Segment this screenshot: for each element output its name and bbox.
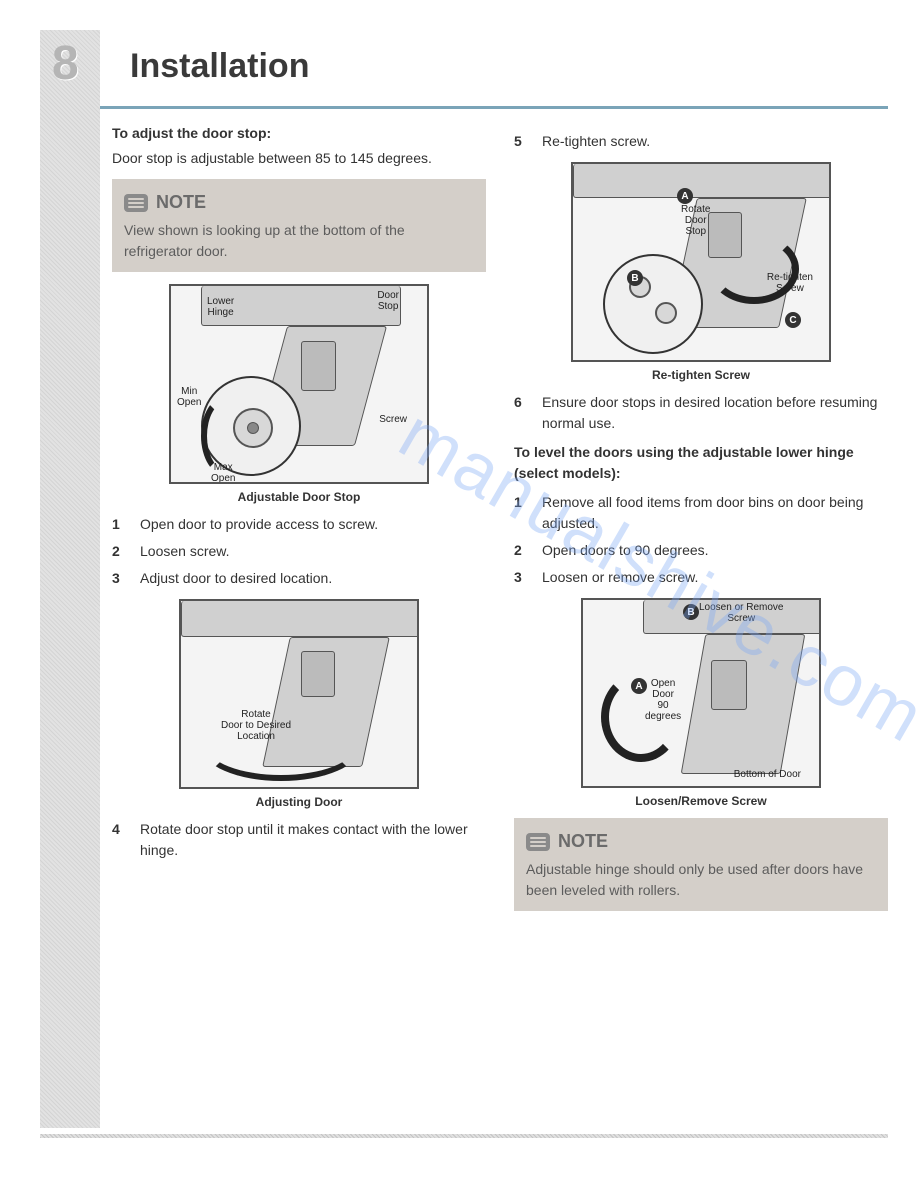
fig4-box: B A Loosen or RemoveScrew OpenDoor90degr… xyxy=(581,598,821,788)
page-title: Installation xyxy=(130,47,309,86)
left-margin-texture xyxy=(40,30,100,1128)
note-label: NOTE xyxy=(156,189,206,216)
manual-page: 8 Installation To adjust the door stop: … xyxy=(0,0,918,1188)
note-icon xyxy=(124,194,148,212)
content-columns: To adjust the door stop: Door stop is ad… xyxy=(112,123,888,923)
step-5: Re-tighten screw. xyxy=(514,131,888,152)
left-column: To adjust the door stop: Door stop is ad… xyxy=(112,123,486,923)
note-body-2: Adjustable hinge should only be used aft… xyxy=(526,859,876,901)
fig2-caption: Adjusting Door xyxy=(256,793,343,811)
step-6: Ensure door stops in desired location be… xyxy=(514,392,888,434)
step-1: Open door to provide access to screw. xyxy=(112,514,486,535)
page-header: 8 Installation xyxy=(40,30,888,102)
badge-c: C xyxy=(785,312,801,328)
steps-list-b: Remove all food items from door bins on … xyxy=(514,492,888,588)
lbl-max-open: MaxOpen xyxy=(211,462,235,484)
note-header-2: NOTE xyxy=(526,828,876,855)
lbl-bottom-door: Bottom of Door xyxy=(734,769,801,780)
adjust-door-heading: To adjust the door stop: xyxy=(112,123,486,144)
note-box-1: NOTE View shown is looking up at the bot… xyxy=(112,179,486,272)
lbl-retighten: Re-tightenScrew xyxy=(767,272,813,294)
adjust-door-intro: Door stop is adjustable between 85 to 14… xyxy=(112,148,486,169)
lbl-loosen: Loosen or RemoveScrew xyxy=(699,602,784,624)
lbl-lower-hinge: LowerHinge xyxy=(207,296,234,318)
lbl-min-open: MinOpen xyxy=(177,386,201,408)
title-rule xyxy=(40,106,888,109)
note-body-1: View shown is looking up at the bottom o… xyxy=(124,220,474,262)
figure-retighten-screw: A B C RotateDoorStop Re-tightenScrew Re-… xyxy=(514,162,888,384)
lbl-rotate-door: RotateDoor to DesiredLocation xyxy=(221,709,291,742)
lbl-open90: OpenDoor90degrees xyxy=(645,678,681,722)
steps-list-a2: Rotate door stop until it makes contact … xyxy=(112,819,486,861)
level-doors-heading: To level the doors using the adjustable … xyxy=(514,442,888,484)
figure-adjustable-door-stop: LowerHinge DoorStop MinOpen MaxOpen Scre… xyxy=(112,284,486,506)
fig3-caption: Re-tighten Screw xyxy=(652,366,750,384)
page-number: 8 xyxy=(52,36,79,91)
fig1-caption: Adjustable Door Stop xyxy=(238,488,361,506)
badge-b: B xyxy=(627,270,643,286)
figure-loosen-remove-screw: B A Loosen or RemoveScrew OpenDoor90degr… xyxy=(514,598,888,810)
steps-list-a4: Ensure door stops in desired location be… xyxy=(514,392,888,434)
badge-b4: B xyxy=(683,604,699,620)
step-2: Loosen screw. xyxy=(112,541,486,562)
badge-a: A xyxy=(677,188,693,204)
note-label-2: NOTE xyxy=(558,828,608,855)
right-column: Re-tighten screw. A B C RotateDoorSto xyxy=(514,123,888,923)
note-box-2: NOTE Adjustable hinge should only be use… xyxy=(514,818,888,911)
steps-list-a3: Re-tighten screw. xyxy=(514,131,888,152)
step-b1: Remove all food items from door bins on … xyxy=(514,492,888,534)
steps-list-a: Open door to provide access to screw. Lo… xyxy=(112,514,486,589)
fig4-caption: Loosen/Remove Screw xyxy=(635,792,766,810)
note-header: NOTE xyxy=(124,189,474,216)
fig3-box: A B C RotateDoorStop Re-tightenScrew xyxy=(571,162,831,362)
fig2-box: RotateDoor to DesiredLocation xyxy=(179,599,419,789)
step-b2: Open doors to 90 degrees. xyxy=(514,540,888,561)
lbl-door-stop: DoorStop xyxy=(377,290,399,312)
bottom-rule xyxy=(40,1134,888,1138)
lbl-screw: Screw xyxy=(379,414,407,425)
lbl-rotate-stop: RotateDoorStop xyxy=(681,204,710,237)
step-b3: Loosen or remove screw. xyxy=(514,567,888,588)
step-4: Rotate door stop until it makes contact … xyxy=(112,819,486,861)
step-3: Adjust door to desired location. xyxy=(112,568,486,589)
fig1-box: LowerHinge DoorStop MinOpen MaxOpen Scre… xyxy=(169,284,429,484)
figure-adjusting-door: RotateDoor to DesiredLocation Adjusting … xyxy=(112,599,486,811)
note-icon xyxy=(526,833,550,851)
